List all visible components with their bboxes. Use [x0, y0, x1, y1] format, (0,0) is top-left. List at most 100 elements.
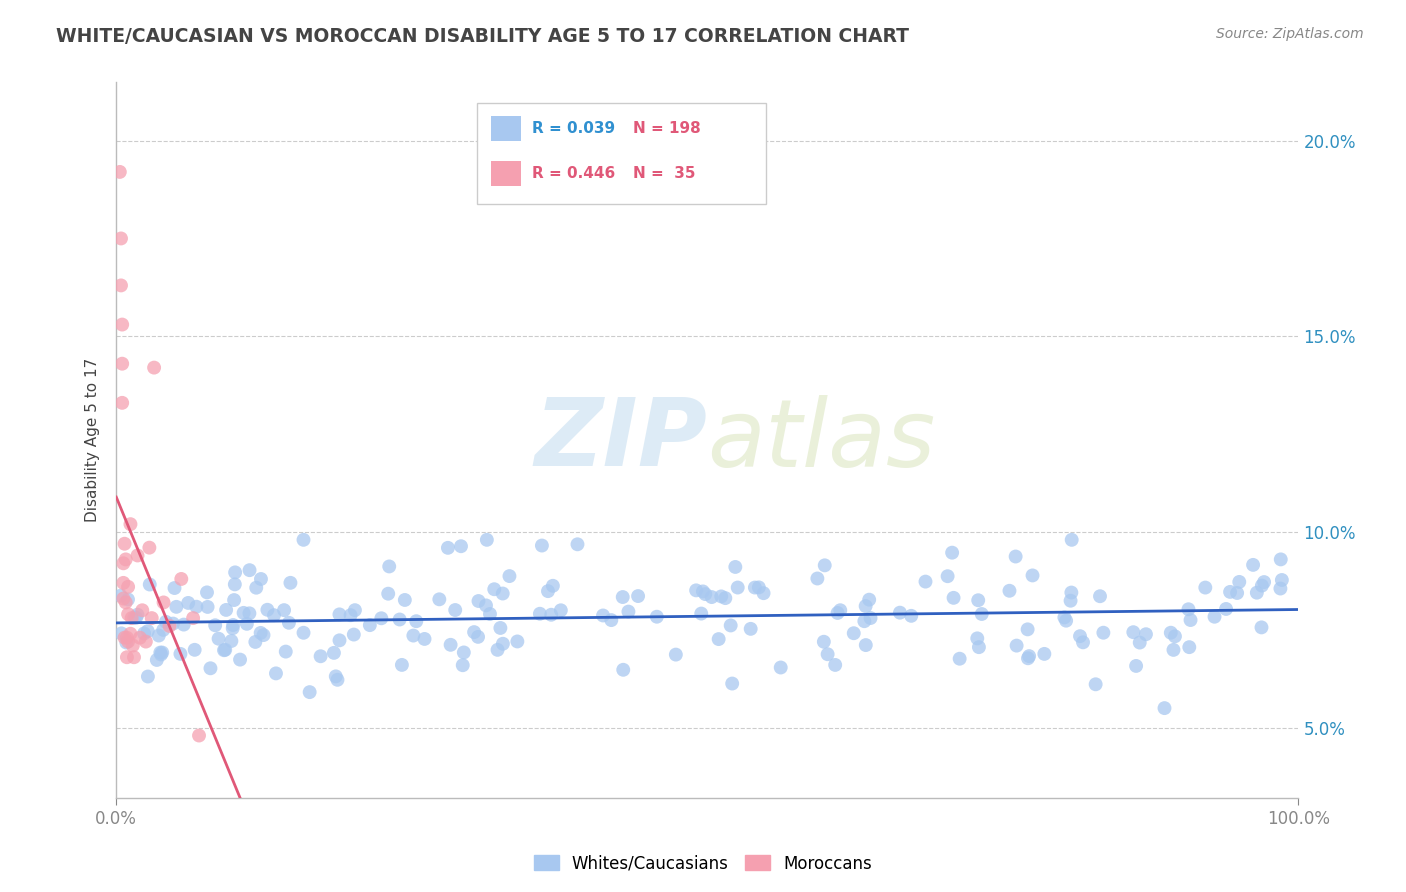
Point — [1060, 585, 1083, 599]
Point — [188, 729, 211, 743]
Point — [115, 631, 138, 645]
Point — [204, 618, 226, 632]
Point — [121, 611, 143, 625]
Point — [998, 583, 1021, 598]
Point — [135, 634, 157, 648]
Point — [138, 541, 160, 555]
Point — [197, 599, 219, 614]
Point — [966, 632, 988, 646]
Point — [177, 596, 200, 610]
Point — [492, 586, 515, 600]
Point — [529, 607, 551, 621]
Point — [540, 607, 562, 622]
Point — [478, 607, 501, 621]
Point — [1163, 643, 1185, 657]
Point — [744, 581, 766, 595]
Point — [1059, 593, 1081, 607]
Point — [1194, 581, 1216, 595]
Point — [169, 647, 191, 661]
Point — [413, 632, 436, 646]
Point — [111, 318, 134, 332]
Point — [114, 552, 136, 566]
Point — [215, 603, 238, 617]
Point — [325, 669, 347, 683]
Point — [444, 603, 467, 617]
Point — [498, 569, 520, 583]
Point — [645, 609, 668, 624]
Text: atlas: atlas — [707, 394, 935, 485]
Point — [427, 592, 450, 607]
Point — [343, 603, 366, 617]
Point — [855, 638, 877, 652]
Point — [245, 635, 267, 649]
Point — [1021, 568, 1043, 582]
Point — [721, 676, 744, 690]
Point — [1215, 602, 1237, 616]
Point — [1227, 574, 1250, 589]
Point — [463, 625, 485, 640]
Text: R = 0.039: R = 0.039 — [533, 121, 616, 136]
Point — [550, 603, 572, 617]
Point — [298, 685, 321, 699]
Point — [900, 608, 922, 623]
Point — [195, 585, 218, 599]
Point — [967, 640, 990, 655]
Point — [183, 642, 205, 657]
Point — [159, 619, 181, 633]
Point — [600, 613, 623, 627]
Point — [112, 591, 135, 606]
Point — [405, 614, 427, 628]
Point — [212, 643, 235, 657]
Text: N = 198: N = 198 — [633, 121, 700, 136]
Point — [339, 608, 361, 623]
Point — [1271, 573, 1294, 587]
Point — [842, 626, 865, 640]
Point — [155, 615, 177, 629]
Point — [817, 647, 839, 661]
Point — [117, 634, 139, 648]
Point — [889, 606, 911, 620]
Point — [475, 599, 498, 613]
Point — [685, 583, 707, 598]
Point — [149, 646, 172, 660]
Point — [110, 626, 132, 640]
Point — [222, 618, 245, 632]
Point — [1125, 659, 1147, 673]
Point — [1018, 649, 1040, 664]
Point — [150, 646, 173, 660]
Point — [489, 621, 512, 635]
Point — [214, 642, 236, 657]
Point — [1135, 627, 1157, 641]
Point — [117, 607, 139, 622]
Point — [451, 658, 474, 673]
Point — [1204, 609, 1226, 624]
Text: ZIP: ZIP — [534, 394, 707, 486]
Point — [453, 645, 475, 659]
Point — [370, 611, 392, 625]
Point — [1164, 629, 1187, 643]
Point — [141, 611, 163, 625]
Point — [475, 533, 498, 547]
Point — [858, 592, 880, 607]
Point — [110, 278, 132, 293]
Point — [1017, 623, 1039, 637]
Point — [970, 607, 993, 621]
Point — [322, 646, 344, 660]
Point — [122, 650, 145, 665]
Point — [110, 231, 132, 245]
Point — [1219, 585, 1241, 599]
Point — [343, 627, 366, 641]
Point — [627, 589, 650, 603]
Point — [690, 607, 713, 621]
Point — [249, 626, 271, 640]
Point — [292, 625, 315, 640]
Point — [263, 608, 285, 623]
Point — [1246, 585, 1268, 599]
Point — [967, 593, 990, 607]
Bar — [491, 117, 520, 142]
Point — [115, 635, 138, 649]
Point — [224, 566, 246, 580]
Point — [1226, 586, 1249, 600]
Point — [121, 639, 143, 653]
Point — [824, 657, 846, 672]
